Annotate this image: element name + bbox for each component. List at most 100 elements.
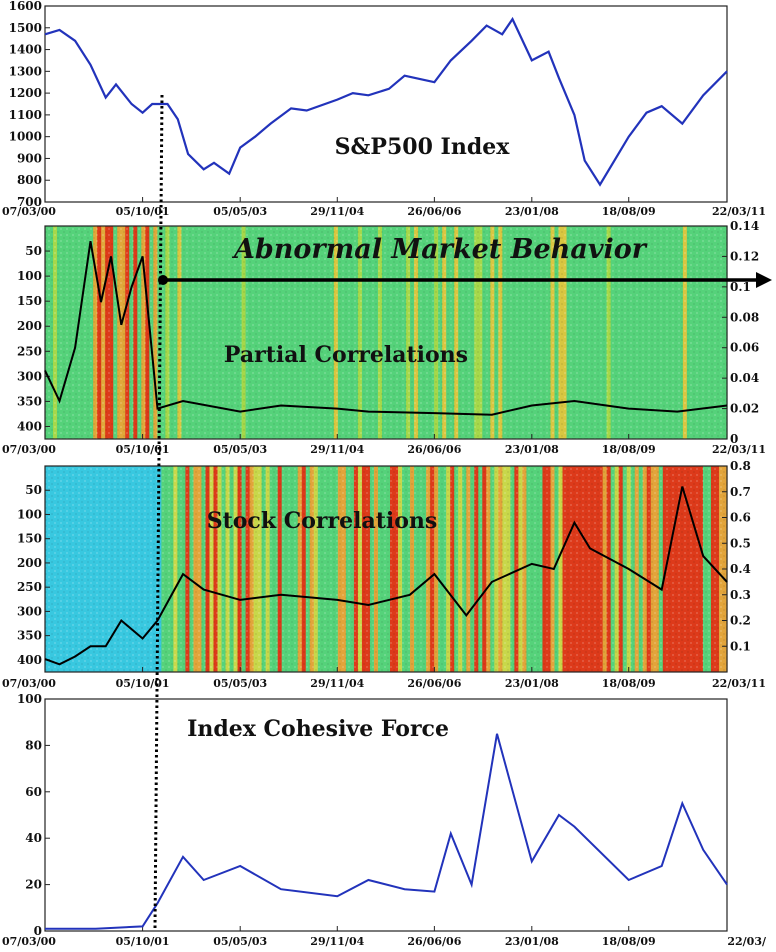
stock-series-line xyxy=(44,486,728,666)
x-tick-label: 05/05/03 xyxy=(213,205,267,218)
x-tick-label: 05/10/01 xyxy=(116,935,170,948)
y-tick-label: 80 xyxy=(25,738,42,752)
y-tick-label: 0.3 xyxy=(730,588,751,602)
y-tick-label: 60 xyxy=(25,785,42,799)
x-tick-label: 18/08/09 xyxy=(602,205,656,218)
y-tick-label: 0.12 xyxy=(730,249,759,263)
x-tick-label: 05/05/03 xyxy=(213,677,267,690)
y-tick-label: 350 xyxy=(17,629,42,643)
panel-partial-subtitle: Partial Correlations xyxy=(224,342,468,368)
x-tick-label: 18/08/09 xyxy=(602,443,656,456)
cohesive-series-line xyxy=(45,733,728,930)
x-tick-label: 07/03/00 xyxy=(2,677,56,690)
y-tick-label: 0.6 xyxy=(730,511,751,525)
y-tick-label: 100 xyxy=(17,507,42,521)
panel-partial-yticks-left: 50 100 150 200 250 300 350 400 xyxy=(17,244,50,433)
panel-cohesive-title: Index Cohesive Force xyxy=(187,716,449,742)
x-tick-label: 07/03/00 xyxy=(2,935,56,948)
x-tick-label: 29/11/04 xyxy=(310,443,364,456)
x-tick-label: 23/01/08 xyxy=(505,205,559,218)
y-tick-label: 1400 xyxy=(9,43,42,57)
panel-stock-yticks-left: 50 100 150 200 250 300 350 400 xyxy=(17,483,50,667)
y-tick-label: 150 xyxy=(17,532,42,546)
x-tick-label: 26/06/06 xyxy=(407,205,461,218)
x-tick-label: 26/06/06 xyxy=(407,677,461,690)
x-tick-label: 07/03/00 xyxy=(2,443,56,456)
y-tick-label: 800 xyxy=(17,173,42,187)
x-tick-label: 22/03/11 xyxy=(712,677,766,690)
abnormal-arrow-head xyxy=(756,272,772,288)
panel-sp500-title: S&P500 Index xyxy=(335,134,511,160)
y-tick-label: 100 xyxy=(17,692,42,706)
y-tick-label: 1300 xyxy=(9,64,42,78)
x-tick-label: 29/11/04 xyxy=(310,677,364,690)
y-tick-label: 0.7 xyxy=(730,485,751,499)
y-tick-label: 0.8 xyxy=(730,459,751,473)
panel-stock-xticks: 07/03/00 05/10/01 05/05/03 29/11/04 26/06/06… xyxy=(2,667,766,690)
x-tick-label: 05/05/03 xyxy=(213,443,267,456)
y-tick-label: 0.08 xyxy=(730,310,759,324)
y-tick-label: 0.5 xyxy=(730,536,751,550)
y-tick-label: 250 xyxy=(17,344,42,358)
panel-cohesive-frame xyxy=(44,698,728,932)
x-tick-label: 29/11/04 xyxy=(310,935,364,948)
y-tick-label: 1000 xyxy=(9,130,42,144)
y-tick-label: 50 xyxy=(25,244,42,258)
x-tick-label: 07/03/00 xyxy=(2,205,56,218)
y-tick-label: 700 xyxy=(17,195,42,209)
y-tick-label: 0.04 xyxy=(730,371,759,385)
y-tick-label: 200 xyxy=(17,556,42,570)
y-tick-label: 0.4 xyxy=(730,562,751,576)
panel-partial: 50 100 150 200 250 300 350 400 0 0.02 0.04 0.06 0.0… xyxy=(2,219,772,456)
panel-cohesive-xticks: 07/03/00 05/10/01 05/05/03 29/11/04 26/06/06… xyxy=(2,926,767,948)
panel-partial-title: Abnormal Market Behavior xyxy=(231,234,648,265)
panel-sp500-xticks: 07/03/00 05/10/01 05/05/03 29/11/04 26/06/06… xyxy=(2,197,766,218)
y-tick-label: 200 xyxy=(17,319,42,333)
x-tick-label: 26/06/06 xyxy=(407,935,461,948)
sp500-series-line xyxy=(44,16,728,187)
x-tick-label: 05/10/01 xyxy=(116,205,170,218)
y-tick-label: 0.1 xyxy=(730,280,751,294)
y-tick-label: 100 xyxy=(17,269,42,283)
panel-sp500: 700 800 900 1000 1100 1200 1300 1400 1500 1600 07… xyxy=(2,0,766,218)
panel-stock-yticks-right: 0.1 0.2 0.3 0.4 0.5 0.6 0.7 0.8 xyxy=(722,459,751,653)
y-tick-label: 150 xyxy=(17,294,42,308)
partial-series-line xyxy=(44,241,728,416)
y-tick-label: 0.06 xyxy=(730,341,759,355)
y-tick-label: 0 xyxy=(730,432,738,446)
y-tick-label: 400 xyxy=(17,653,42,667)
y-tick-label: 1200 xyxy=(9,86,42,100)
panel-partial-xticks: 07/03/00 05/10/01 05/05/03 29/11/04 26/06/06… xyxy=(2,434,766,456)
panel-partial-frame xyxy=(44,225,728,440)
x-tick-label: 29/11/04 xyxy=(310,205,364,218)
y-tick-label: 20 xyxy=(25,878,42,892)
y-tick-label: 350 xyxy=(17,394,42,408)
y-tick-label: 1600 xyxy=(9,0,42,13)
y-tick-label: 300 xyxy=(17,604,42,618)
y-tick-label: 40 xyxy=(25,831,42,845)
y-tick-label: 0.02 xyxy=(730,402,759,416)
x-tick-label: 22/03/11 xyxy=(712,443,766,456)
y-tick-label: 50 xyxy=(25,483,42,497)
x-tick-label: 23/01/08 xyxy=(505,677,559,690)
x-tick-label: 23/01/08 xyxy=(505,935,559,948)
y-tick-label: 1500 xyxy=(9,21,42,35)
panel-stock-title: Stock Correlations xyxy=(207,508,438,534)
panel-cohesive: 0 20 40 60 80 100 07/03/00 05/10/01 05/05/03 29/… xyxy=(2,692,767,948)
y-tick-label: 0 xyxy=(34,924,42,938)
panel-sp500-yticks: 700 800 900 1000 1100 1200 1300 1400 1500 1600 xyxy=(9,0,50,209)
x-tick-label: 18/08/09 xyxy=(602,677,656,690)
event-marker-dotted-line xyxy=(153,94,164,929)
x-tick-label: 05/10/01 xyxy=(116,443,170,456)
y-tick-label: 0.1 xyxy=(730,639,751,653)
y-tick-label: 900 xyxy=(17,151,42,165)
y-tick-label: 250 xyxy=(17,580,42,594)
x-tick-label: 05/10/01 xyxy=(116,677,170,690)
y-tick-label: 0.2 xyxy=(730,614,751,628)
y-tick-label: 0.14 xyxy=(730,219,759,233)
y-tick-label: 1100 xyxy=(9,108,42,122)
y-tick-label: 400 xyxy=(17,419,42,433)
panel-partial-yticks-right: 0 0.02 0.04 0.06 0.08 0.1 0.12 0.14 xyxy=(722,219,759,446)
